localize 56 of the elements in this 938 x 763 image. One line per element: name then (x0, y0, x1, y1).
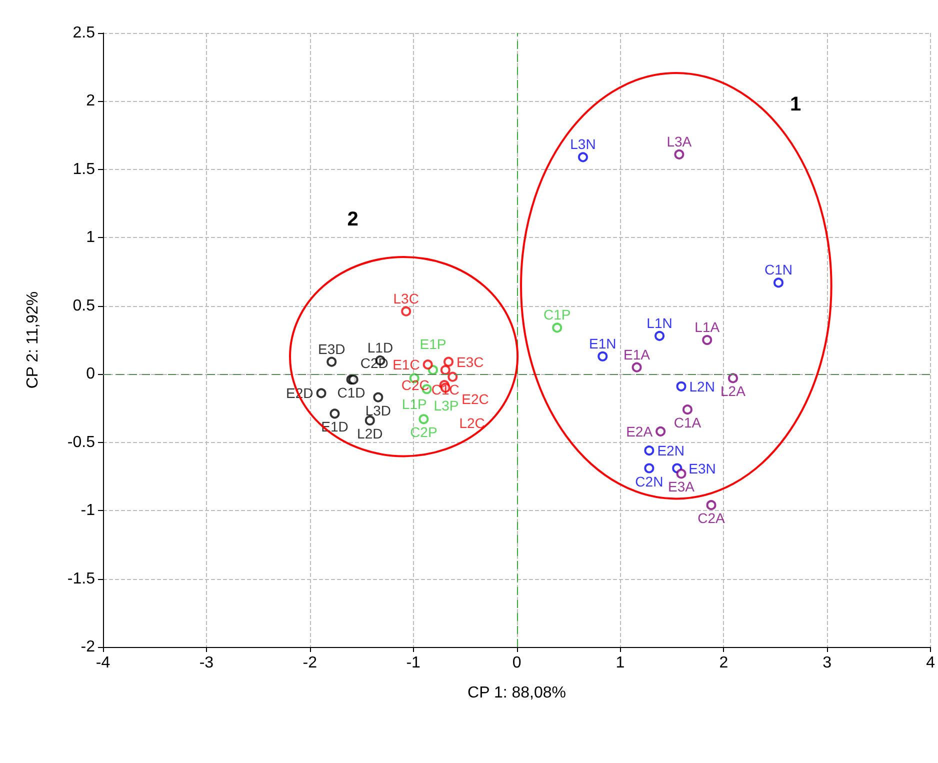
x-tick-label: 2 (719, 654, 728, 672)
data-label: E1C (392, 356, 420, 373)
data-label: L1D (367, 339, 394, 356)
data-label: C2D (360, 355, 388, 372)
x-axis-title: CP 1: 88,08% (468, 684, 566, 702)
y-tick-label: -0.5 (67, 434, 96, 451)
data-label: L2N (689, 378, 715, 394)
data-label: L3D (365, 402, 392, 418)
y-tick-label: -1 (80, 502, 96, 520)
data-label: E1P (420, 336, 446, 352)
x-tick-label: 4 (926, 654, 936, 672)
y-tick-label: 0 (86, 366, 96, 383)
data-label: E1A (624, 346, 651, 362)
data-label: L2C (459, 414, 485, 431)
y-axis-title: CP 2: 11,92% (24, 291, 42, 389)
data-label: L3C (393, 290, 419, 306)
annotation: 2 (347, 208, 358, 231)
y-tick-label: 1 (86, 229, 96, 246)
data-label: E2N (657, 442, 684, 459)
x-tick-label: 1 (616, 654, 625, 672)
x-tick-label: -1 (406, 654, 421, 672)
y-tick-label: -2 (80, 638, 96, 656)
x-tick-label: 3 (822, 654, 832, 672)
data-label: E2C (462, 390, 489, 407)
data-label: C2N (635, 473, 664, 490)
y-tick-label: -1.5 (67, 570, 96, 588)
x-tick-label: -2 (302, 654, 318, 672)
y-tick-label: 2.5 (72, 24, 96, 42)
y-tick-label: 0.5 (72, 297, 96, 314)
data-label: C1A (674, 414, 702, 431)
data-label: L1P (402, 396, 427, 412)
data-label: L3N (570, 136, 596, 152)
x-tick-label: 0 (512, 654, 522, 672)
data-label: C2A (698, 510, 726, 526)
data-label: E3A (668, 478, 696, 495)
data-label: L1A (694, 319, 720, 335)
data-label: E1N (589, 335, 616, 352)
y-tick-label: 2 (86, 92, 96, 110)
data-label: L3P (434, 398, 459, 414)
data-label: C1P (544, 306, 571, 323)
data-label: L3A (666, 133, 692, 150)
x-tick-label: -3 (199, 654, 214, 672)
data-label: E3D (318, 340, 346, 357)
data-label: C1D (337, 384, 366, 401)
data-label: E2A (626, 423, 654, 440)
data-label: L1N (646, 314, 672, 331)
x-tick-label: -4 (96, 654, 110, 672)
data-label: L2A (720, 383, 746, 400)
data-label: C2C (401, 377, 430, 394)
data-label: C2P (410, 424, 438, 440)
data-label: E3N (688, 460, 716, 476)
y-tick-label: 1.5 (72, 160, 96, 178)
data-label: E3C (456, 354, 484, 370)
annotation: 1 (790, 93, 802, 116)
data-label: L2D (357, 426, 383, 442)
data-label: C1N (764, 262, 792, 278)
